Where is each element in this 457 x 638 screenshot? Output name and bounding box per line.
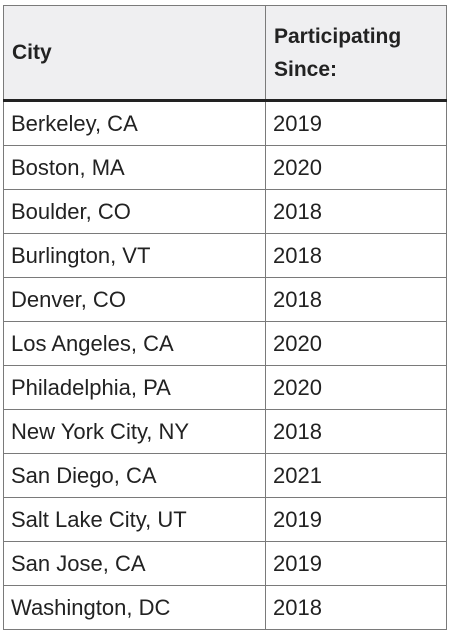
city-cell: Burlington, VT [3,233,266,278]
city-cell: San Diego, CA [3,453,266,498]
since-cell: 2018 [265,277,447,322]
table-row: Berkeley, CA 2019 [3,100,447,146]
city-cell: New York City, NY [3,409,266,454]
table-row: San Jose, CA 2019 [3,541,447,586]
city-cell: Boulder, CO [3,189,266,234]
since-cell: 2018 [265,233,447,278]
since-cell: 2021 [265,453,447,498]
since-cell: 2018 [265,585,447,630]
header-city: City [3,5,266,102]
table-row: Boulder, CO 2018 [3,189,447,234]
since-cell: 2019 [265,100,447,146]
table-row: Boston, MA 2020 [3,145,447,190]
city-cell: Boston, MA [3,145,266,190]
participating-cities-table: City Participating Since: Berkeley, CA 2… [3,5,447,630]
since-cell: 2018 [265,409,447,454]
table-body: Berkeley, CA 2019 Boston, MA 2020 Boulde… [3,100,447,630]
table-row: Burlington, VT 2018 [3,233,447,278]
since-cell: 2019 [265,497,447,542]
table-row: San Diego, CA 2021 [3,453,447,498]
table-row: Salt Lake City, UT 2019 [3,497,447,542]
since-cell: 2020 [265,321,447,366]
table-row: Denver, CO 2018 [3,277,447,322]
city-cell: Philadelphia, PA [3,365,266,410]
city-cell: Los Angeles, CA [3,321,266,366]
since-cell: 2020 [265,365,447,410]
table-row: Philadelphia, PA 2020 [3,365,447,410]
header-row: City Participating Since: [3,5,447,102]
table-row: New York City, NY 2018 [3,409,447,454]
city-cell: Washington, DC [3,585,266,630]
since-cell: 2018 [265,189,447,234]
city-cell: Denver, CO [3,277,266,322]
since-cell: 2019 [265,541,447,586]
table-header: City Participating Since: [3,5,447,102]
participating-cities-table-container: City Participating Since: Berkeley, CA 2… [3,5,447,630]
table-row: Washington, DC 2018 [3,585,447,630]
city-cell: San Jose, CA [3,541,266,586]
header-participating-since: Participating Since: [265,5,447,102]
city-cell: Salt Lake City, UT [3,497,266,542]
since-cell: 2020 [265,145,447,190]
table-row: Los Angeles, CA 2020 [3,321,447,366]
city-cell: Berkeley, CA [3,100,266,146]
